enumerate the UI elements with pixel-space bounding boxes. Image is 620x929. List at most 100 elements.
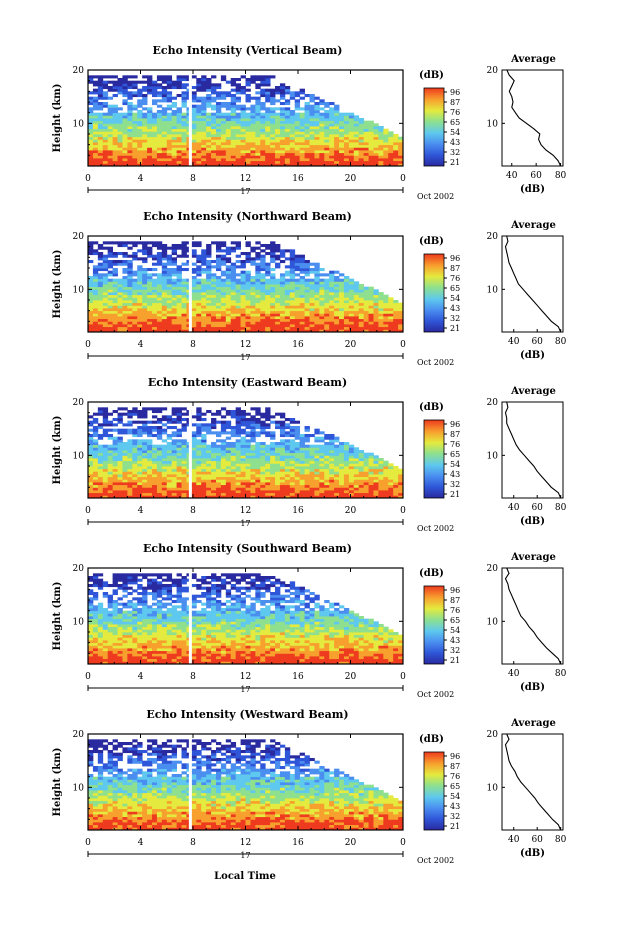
heatmap-cell [398, 163, 404, 167]
heatmap-cell [255, 297, 261, 301]
heatmap-cell [334, 270, 340, 274]
heatmap-cell [161, 460, 168, 464]
heatmap-cell [191, 99, 197, 103]
heatmap-cell [275, 487, 281, 491]
heatmap-cell [393, 308, 399, 312]
heatmap-cell [250, 289, 256, 293]
heatmap-cell [142, 292, 148, 296]
heatmap-cell [240, 270, 246, 274]
heatmap-cell [191, 144, 197, 148]
heatmap-cell [270, 136, 276, 140]
heatmap-cell [309, 155, 315, 159]
heatmap-cell [270, 289, 276, 293]
heatmap-cell [368, 294, 374, 298]
heatmap-cell [122, 112, 128, 116]
heatmap-cell [201, 436, 207, 440]
heatmap-cell [88, 142, 94, 146]
heatmap-cell [97, 276, 104, 280]
heatmap-cell [107, 318, 114, 322]
heatmap-cell [127, 460, 133, 464]
heatmap-cell [235, 104, 241, 108]
heatmap-cell [343, 139, 350, 143]
heatmap-cell [343, 292, 350, 296]
heatmap-cell [97, 160, 104, 164]
heatmap-cell [275, 158, 281, 162]
heatmap-cell [181, 428, 187, 432]
heatmap-cell [329, 144, 335, 148]
heatmap-cell [324, 490, 330, 494]
heatmap-cell [176, 471, 182, 475]
heatmap-cell [215, 128, 222, 132]
colorbar-tick-label: 54 [450, 128, 460, 137]
heatmap-cell [348, 490, 355, 494]
heatmap-cell [220, 289, 227, 293]
heatmap-cell [201, 466, 207, 470]
heatmap-cell [383, 158, 389, 162]
heatmap-cell [309, 324, 315, 328]
heatmap-cell [122, 450, 128, 454]
heatmap-cell [220, 78, 227, 82]
heatmap-cell [156, 244, 163, 248]
heatmap-cell [206, 444, 212, 448]
heatmap-cell [102, 86, 109, 90]
heatmap-cell [137, 294, 143, 298]
heatmap-cell [235, 324, 241, 328]
heatmap-cell [279, 91, 286, 95]
heatmap-cell [260, 260, 266, 264]
heatmap-cell [314, 126, 320, 130]
heatmap-cell [383, 152, 389, 156]
heatmap-cell [196, 310, 202, 314]
heatmap-cell [201, 495, 207, 499]
heatmap-cell [334, 326, 340, 330]
heatmap-cell [107, 246, 114, 250]
heatmap-cell [250, 110, 256, 114]
heatmap-cell [132, 118, 138, 122]
heatmap-cell [225, 118, 232, 122]
heatmap-cell [230, 136, 237, 140]
heatmap-cell [260, 447, 266, 451]
heatmap-cell [171, 104, 177, 108]
heatmap-cell [309, 484, 315, 488]
heatmap-cell [245, 152, 251, 156]
heatmap-cell [324, 128, 330, 132]
heatmap-cell [201, 134, 207, 138]
heatmap-cell [132, 147, 138, 151]
heatmap-cell [181, 482, 187, 486]
heatmap-cell [107, 455, 114, 459]
heatmap-cell [329, 326, 335, 330]
heatmap-cell [171, 479, 177, 483]
heatmap-cell [294, 284, 301, 288]
heatmap-cell [151, 460, 158, 464]
heatmap-cell [102, 273, 109, 277]
colorbar-tick-label: 54 [450, 294, 460, 303]
heatmap-cell [211, 241, 217, 245]
heatmap-cell [127, 466, 133, 470]
heatmap-cell [245, 139, 251, 143]
heatmap-cell [383, 313, 389, 317]
heatmap-cell [107, 482, 114, 486]
heatmap-cell [97, 252, 104, 256]
heatmap-cell [230, 96, 237, 100]
heatmap-cell [304, 321, 310, 325]
heatmap-cell [245, 479, 251, 483]
heatmap-cell [166, 75, 173, 79]
heatmap-cell [329, 102, 335, 106]
heatmap-cell [279, 324, 286, 328]
heatmap-cell [215, 300, 222, 304]
heatmap-cell [122, 99, 128, 103]
heatmap-cell [260, 257, 266, 261]
heatmap-cell [275, 423, 281, 427]
heatmap-cell [270, 278, 276, 282]
heatmap-cell [156, 286, 163, 290]
heatmap-cell [270, 112, 276, 116]
heatmap-cell [92, 442, 99, 446]
heatmap-cell [319, 289, 325, 293]
heatmap-cell [92, 297, 99, 301]
heatmap-cell [225, 246, 232, 250]
heatmap-cell [260, 468, 266, 472]
heatmap-cell [220, 458, 227, 462]
heatmap-cell [358, 160, 365, 164]
heatmap-cell [368, 126, 374, 130]
heatmap-cell [279, 102, 286, 106]
heatmap-cell [240, 265, 246, 269]
